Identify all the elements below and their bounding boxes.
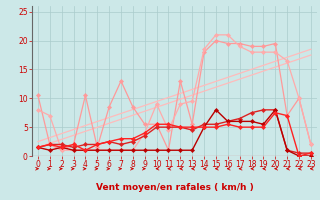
X-axis label: Vent moyen/en rafales ( km/h ): Vent moyen/en rafales ( km/h ): [96, 183, 253, 192]
